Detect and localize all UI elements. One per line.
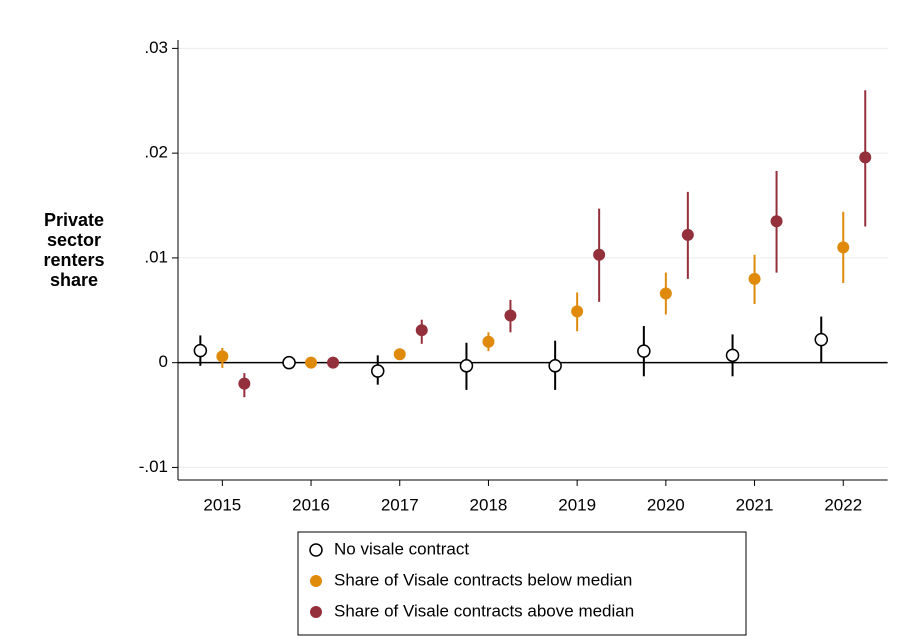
x-tick-label: 2022: [824, 495, 862, 514]
point: [282, 355, 296, 370]
point: [659, 287, 672, 300]
point: [393, 348, 406, 361]
point: [725, 348, 740, 363]
y-tick-label: 0: [159, 352, 168, 371]
y-tick-label: -.01: [139, 457, 168, 476]
point: [305, 356, 318, 369]
point: [216, 350, 229, 363]
y-tick-label: .02: [144, 143, 168, 162]
x-tick-label: 2016: [292, 495, 330, 514]
point: [837, 241, 850, 254]
legend-box: [297, 531, 747, 636]
legend-marker: [309, 543, 323, 557]
point: [681, 228, 694, 241]
point: [593, 248, 606, 261]
point: [814, 332, 828, 347]
x-tick-label: 2018: [470, 495, 508, 514]
point: [459, 359, 474, 373]
point: [548, 359, 562, 373]
x-tick-label: 2021: [736, 495, 774, 514]
point: [748, 272, 761, 285]
point: [371, 364, 385, 378]
point: [193, 343, 208, 358]
point: [238, 377, 251, 390]
legend-marker: [310, 575, 322, 587]
y-tick-label: .03: [144, 38, 168, 57]
x-tick-label: 2019: [558, 495, 596, 514]
x-tick-label: 2020: [647, 495, 685, 514]
point: [770, 215, 783, 228]
point: [415, 324, 428, 337]
point: [571, 305, 584, 318]
y-axis-label: Private sector renters share: [43, 210, 105, 290]
legend-label: Share of Visale contracts above median: [334, 601, 634, 620]
legend-label: Share of Visale contracts below median: [334, 570, 632, 589]
y-tick-label: .01: [144, 247, 168, 266]
point: [482, 335, 495, 348]
legend-marker: [310, 606, 322, 618]
point: [504, 309, 517, 322]
point: [859, 151, 872, 164]
x-tick-label: 2015: [203, 495, 241, 514]
point: [637, 344, 651, 358]
point: [327, 356, 340, 369]
legend-label: No visale contract: [334, 539, 469, 558]
x-tick-label: 2017: [381, 495, 419, 514]
